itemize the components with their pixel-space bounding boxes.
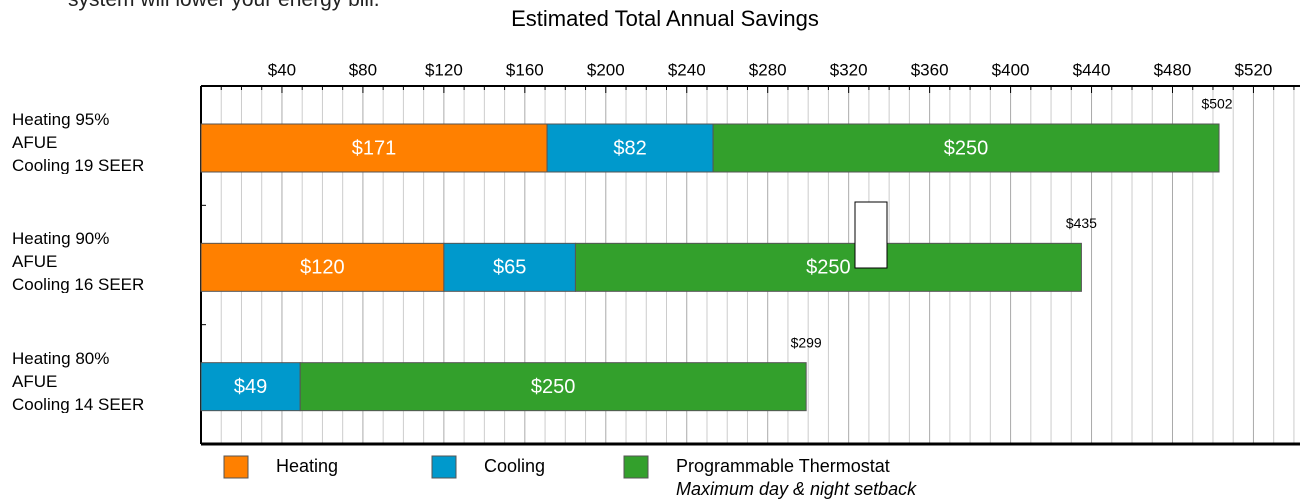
chart-title: Estimated Total Annual Savings (511, 6, 819, 31)
total-label: $502 (1201, 96, 1232, 112)
x-tick-label: $360 (911, 60, 949, 79)
bar-segment (200, 362, 301, 412)
bar-segment (443, 242, 576, 292)
value-label: $82 (613, 137, 646, 159)
x-tick-label: $240 (668, 60, 706, 79)
x-tick-label: $520 (1235, 60, 1273, 79)
bar-segment (712, 123, 1220, 173)
x-tick-label: $120 (425, 60, 463, 79)
bar-segment (200, 242, 445, 292)
value-label: $171 (352, 137, 397, 159)
intro-text: system will lower your energy bill. (68, 0, 380, 12)
bar-segment (546, 123, 714, 173)
legend-label: Heating (276, 456, 338, 476)
y-tick-label: Heating 80% AFUE Cooling 14 SEER (12, 348, 145, 413)
x-tick-label: $440 (1073, 60, 1111, 79)
x-tick-label: $480 (1154, 60, 1192, 79)
legend-swatch (431, 455, 457, 479)
bar-segment (200, 123, 548, 173)
x-tick-label: $200 (587, 60, 625, 79)
x-tick-label: $320 (830, 60, 868, 79)
total-label: $299 (791, 334, 822, 350)
total-label: $435 (1066, 215, 1097, 231)
legend-label: Programmable Thermostat (676, 456, 890, 476)
value-label: $49 (234, 376, 267, 398)
y-tick-label: Heating 95% AFUE Cooling 19 SEER (12, 110, 145, 174)
x-tick-label: $40 (268, 60, 296, 79)
bar-segment (574, 242, 1082, 292)
x-tick-label: $160 (506, 60, 544, 79)
legend-swatch (223, 455, 249, 479)
x-tick-label: $280 (749, 60, 787, 79)
value-label: $120 (300, 257, 345, 279)
popup-box (854, 201, 888, 269)
value-label: $65 (493, 257, 526, 279)
legend-swatch (623, 455, 649, 479)
legend-label: Cooling (484, 456, 545, 476)
value-label: $250 (806, 257, 851, 279)
x-tick-label: $400 (992, 60, 1030, 79)
value-label: $250 (944, 137, 989, 159)
x-tick-label: $80 (349, 60, 377, 79)
y-tick-label: Heating 90% AFUE Cooling 16 SEER (12, 229, 145, 294)
legend-note: Maximum day & night setback (676, 479, 917, 499)
bar-segment (299, 362, 807, 412)
value-label: $250 (531, 376, 576, 398)
